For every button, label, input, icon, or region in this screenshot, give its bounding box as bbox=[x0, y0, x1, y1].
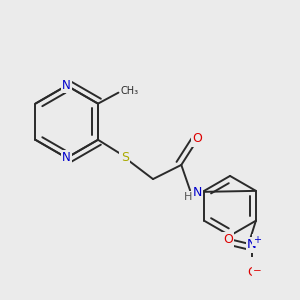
Text: O: O bbox=[192, 132, 202, 145]
Text: N: N bbox=[247, 238, 257, 251]
Text: S: S bbox=[121, 151, 129, 164]
Text: H: H bbox=[183, 192, 192, 202]
Text: CH₃: CH₃ bbox=[121, 86, 139, 96]
Text: N: N bbox=[192, 186, 202, 199]
Text: O: O bbox=[223, 233, 233, 246]
Text: −: − bbox=[253, 266, 262, 276]
Text: O: O bbox=[248, 266, 257, 279]
Text: +: + bbox=[253, 235, 261, 245]
Text: N: N bbox=[62, 79, 71, 92]
Text: N: N bbox=[62, 152, 71, 164]
